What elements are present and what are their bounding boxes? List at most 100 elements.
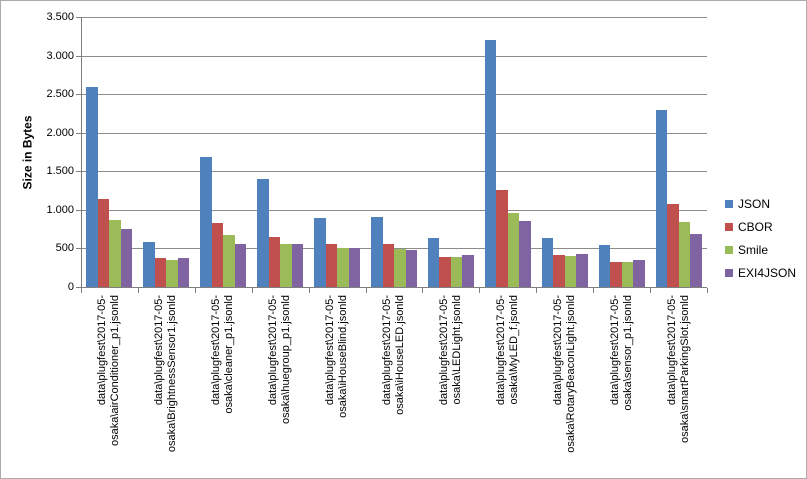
x-axis-label-line: osaka\MyLED_f.jsonld bbox=[507, 295, 520, 405]
x-axis-label-line: data\plugfest\2017-05- bbox=[665, 295, 678, 406]
y-tick-mark-3.500 bbox=[76, 17, 81, 18]
x-axis-label-line: data\plugfest\2017-05- bbox=[267, 295, 280, 406]
x-tick-mark-5 bbox=[365, 288, 367, 293]
bar-cbor-8 bbox=[496, 189, 508, 287]
x-axis-label-line: osaka\iHouseLED.jsonld bbox=[394, 295, 406, 415]
x-axis-label-line: data\plugfest\2017-05- bbox=[551, 295, 564, 406]
bar-json-8 bbox=[484, 40, 497, 287]
bar-json-10 bbox=[598, 244, 611, 287]
x-tick-mark-0 bbox=[81, 288, 82, 293]
x-tick-mark-10 bbox=[650, 288, 652, 293]
bar-smile-3 bbox=[223, 235, 235, 287]
x-axis-label-line: osaka\sensor_p1.jsonld bbox=[621, 295, 634, 411]
x-axis-label-3: data\plugfest\2017-05- osaka\cleaner_p1.j… bbox=[210, 295, 236, 475]
x-axis-label-line: data\plugfest\2017-05- bbox=[153, 295, 166, 406]
y-tick-mark-3.000 bbox=[76, 55, 81, 57]
x-tick-mark-11 bbox=[707, 288, 708, 293]
x-tick-mark-9 bbox=[593, 288, 595, 293]
y-tick-label-3.000: 3.000 bbox=[46, 49, 74, 62]
x-tick-mark-6 bbox=[422, 288, 424, 293]
x-axis-label-10: data\plugfest\2017-05- osaka\sensor_p1.js… bbox=[609, 295, 635, 475]
x-axis-label-line: osaka\huegroup_p1.jsonld bbox=[280, 295, 293, 425]
bar-exi4json-5 bbox=[348, 248, 361, 287]
y-tick-mark-2.500 bbox=[76, 94, 81, 96]
legend-swatch-json bbox=[725, 200, 733, 208]
bar-exi4json-1 bbox=[120, 229, 133, 287]
bar-exi4json-8 bbox=[519, 221, 531, 287]
x-axis-label-line: osaka\airConditioner_p1.jsonld bbox=[109, 295, 122, 447]
legend-label-cbor: CBOR bbox=[738, 220, 773, 234]
x-axis-label-line: data\plugfest\2017-05- bbox=[210, 295, 223, 406]
y-tick-label-1.500: 1.500 bbox=[46, 165, 74, 178]
x-axis-label-1: data\plugfest\2017-05- osaka\airCondition… bbox=[96, 295, 122, 475]
bar-json-7 bbox=[427, 238, 440, 287]
gridline-1500 bbox=[81, 171, 707, 173]
y-tick-label-0: 0 bbox=[67, 281, 74, 293]
bar-json-4 bbox=[257, 179, 269, 287]
x-axis-label-line: osaka\RotaryBeaconLight.jsonld bbox=[564, 295, 577, 453]
legend-swatch-cbor bbox=[725, 223, 733, 231]
x-axis-label-2: data\plugfest\2017-05- osaka\BrightnessSe… bbox=[153, 295, 179, 475]
bar-smile-5 bbox=[337, 248, 349, 287]
bar-exi4json-4 bbox=[291, 243, 304, 287]
y-tick-label-500: 500 bbox=[55, 242, 74, 255]
bar-smile-7 bbox=[450, 257, 463, 287]
x-axis-label-5: data\plugfest\2017-05- osaka\iHouseBlind.… bbox=[324, 295, 350, 475]
bar-cbor-1 bbox=[97, 199, 110, 287]
x-axis-label-line: data\plugfest\2017-05- bbox=[96, 295, 109, 406]
bar-cbor-5 bbox=[325, 244, 338, 287]
y-tick-mark-1.500 bbox=[76, 171, 81, 173]
bar-smile-1 bbox=[109, 219, 121, 287]
y-tick-mark-1.000 bbox=[76, 209, 81, 211]
bar-smile-10 bbox=[621, 262, 634, 287]
bar-exi4json-9 bbox=[576, 253, 588, 287]
x-axis-label-9: data\plugfest\2017-05- osaka\RotaryBeacon… bbox=[552, 295, 578, 475]
bar-json-6 bbox=[371, 216, 383, 287]
x-axis-label-line: osaka\iHouseBlind.jsonld bbox=[337, 295, 350, 418]
bar-cbor-11 bbox=[667, 203, 679, 287]
x-axis-line bbox=[76, 287, 707, 288]
x-axis-label-line: data\plugfest\2017-05- bbox=[381, 295, 393, 406]
gridline-2000 bbox=[81, 132, 707, 134]
bar-cbor-4 bbox=[268, 236, 281, 287]
y-axis-line bbox=[81, 17, 82, 288]
y-tick-mark-2.000 bbox=[76, 132, 81, 134]
bar-smile-2 bbox=[166, 260, 178, 287]
bar-cbor-7 bbox=[439, 256, 451, 287]
bar-smile-4 bbox=[280, 244, 292, 287]
y-tick-label-2.000: 2.000 bbox=[46, 126, 74, 139]
bar-smile-8 bbox=[507, 212, 520, 287]
bar-json-3 bbox=[200, 157, 212, 287]
x-axis-label-4: data\plugfest\2017-05- osaka\huegroup_p1.… bbox=[267, 295, 293, 475]
x-tick-mark-7 bbox=[479, 288, 481, 293]
gridline-2500 bbox=[81, 94, 707, 96]
x-tick-mark-8 bbox=[536, 288, 538, 293]
bar-exi4json-11 bbox=[690, 233, 702, 287]
bar-json-11 bbox=[655, 109, 668, 287]
legend-label-json: JSON bbox=[738, 197, 771, 211]
bar-exi4json-3 bbox=[234, 244, 247, 287]
bar-cbor-6 bbox=[382, 243, 394, 287]
bar-json-1 bbox=[86, 87, 98, 287]
legend-label-exi4json: EXI4JSON bbox=[738, 266, 797, 280]
bar-json-2 bbox=[143, 242, 155, 287]
y-tick-label-3.500: 3.500 bbox=[46, 11, 74, 23]
gridline-3000 bbox=[81, 55, 707, 57]
bar-cbor-10 bbox=[610, 261, 622, 287]
bar-cbor-2 bbox=[154, 258, 167, 287]
x-axis-label-line: osaka\LEDLight.jsonld bbox=[450, 295, 463, 405]
legend-item-json: JSON bbox=[725, 197, 796, 211]
y-tick-mark-500 bbox=[76, 248, 81, 250]
bar-cbor-9 bbox=[553, 254, 565, 287]
x-axis-label-8: data\plugfest\2017-05- osaka\MyLED_f.json… bbox=[495, 295, 521, 475]
bar-smile-6 bbox=[394, 248, 406, 287]
bar-json-5 bbox=[314, 217, 326, 287]
x-axis-label-line: data\plugfest\2017-05- bbox=[608, 295, 621, 406]
legend-item-cbor: CBOR bbox=[725, 220, 796, 234]
bar-smile-11 bbox=[678, 222, 691, 287]
x-tick-mark-4 bbox=[308, 288, 310, 293]
x-tick-mark-1 bbox=[137, 288, 139, 293]
legend-swatch-smile bbox=[725, 246, 733, 254]
bar-json-9 bbox=[541, 237, 554, 287]
chart-legend: JSON CBOR Smile EXI4JSON bbox=[725, 197, 796, 289]
